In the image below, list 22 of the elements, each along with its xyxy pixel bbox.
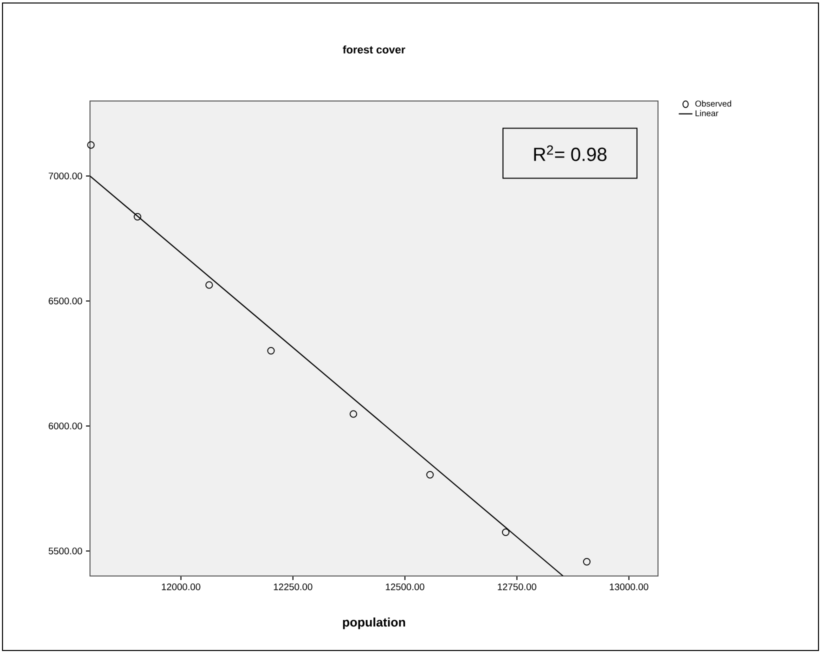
legend-label: Observed (695, 100, 732, 107)
point (267, 346, 275, 354)
point (426, 470, 434, 478)
x-axis-title: population (343, 617, 406, 630)
x-tick-label: 13000.00 (610, 584, 648, 590)
point (87, 141, 95, 149)
y-tick-label: 5500.00 (48, 548, 82, 554)
y-tick-label: 6000.00 (48, 422, 82, 430)
point (350, 410, 358, 418)
y-tick-label: 6500.00 (48, 298, 82, 304)
chart-title: forest cover (342, 45, 406, 54)
annotation: R$^{2}$= 0.98 (534, 145, 606, 162)
point (205, 281, 213, 289)
legend-label: Linear (696, 110, 718, 116)
y-tick-label: 7000.00 (48, 172, 82, 180)
x-tick-label: 12250.00 (274, 584, 312, 590)
point (502, 528, 510, 536)
point (134, 212, 142, 220)
x-tick-label: 12500.00 (386, 584, 424, 590)
x-tick-label: 12000.00 (162, 584, 200, 590)
x-tick-label: 12750.00 (498, 584, 536, 590)
point (583, 558, 591, 566)
